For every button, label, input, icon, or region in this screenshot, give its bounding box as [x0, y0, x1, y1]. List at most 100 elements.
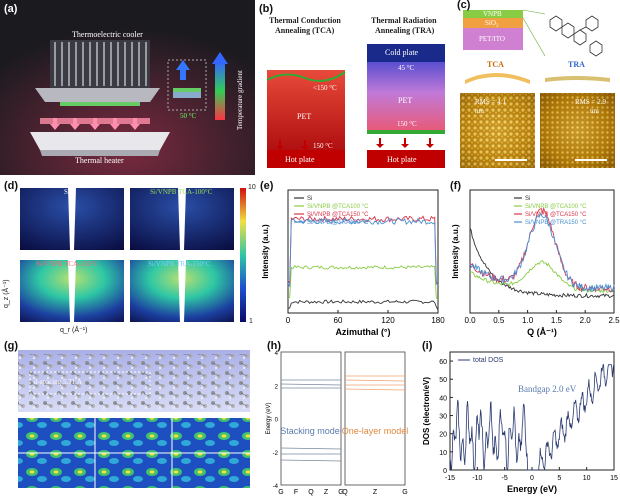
tra-cold-plate: Cold plate — [385, 48, 419, 57]
thermal-heater-block — [30, 118, 170, 156]
panel-d-giwaxs-maps — [20, 188, 246, 322]
band-line — [280, 459, 342, 462]
density-of-states-chart: -15 -10 -5 0 5 10 15 0 10 20 30 40 50 60 Energy (eV) DO… — [422, 351, 618, 494]
k-point-label: G — [278, 489, 283, 496]
x-axis-label: Energy (eV) — [507, 484, 557, 494]
y-tick-label: -2 — [273, 451, 279, 457]
y-tick-label: 4 — [275, 351, 279, 357]
y-axis-label: Intensity (a.u.) — [261, 224, 270, 279]
y-tick-label: 2 — [275, 384, 279, 390]
panel-b: (b) Thermal Conduction Annealing (TCA) T… — [255, 0, 455, 175]
tra-hot-plate: Hot plate — [387, 155, 417, 164]
tca-hot-plate: Hot plate — [285, 155, 315, 164]
molecular-stacking-render — [18, 350, 250, 488]
heat-flow-arrows — [50, 118, 140, 130]
layer-pet-ito: PET/ITO — [479, 35, 505, 43]
dos-series-line — [449, 364, 615, 472]
panel-i: -15 -10 -5 0 5 10 15 0 10 20 30 40 50 60 Energy (eV) DO… — [418, 340, 620, 500]
x-tick-label: 0.0 — [464, 316, 476, 325]
tca-title-1: Thermal Conduction — [269, 16, 341, 25]
legend-label-1: Si/VNPB @TCA100 °C — [307, 204, 369, 210]
band-line — [344, 388, 406, 391]
giwaxs-tca150-title: Si/VNPB TCA-150°C — [36, 260, 99, 268]
x-axis-label: Azimuthal (°) — [335, 327, 390, 337]
y-tick-label: 60 — [439, 359, 447, 366]
band-structure-chart: G F Q Z G Stacking model Q Z G One-layer model -4 -… — [266, 351, 409, 496]
panel-b-illustration — [266, 44, 445, 168]
k-point-label: G — [402, 489, 407, 496]
y-axis-label: Energy (eV) — [266, 402, 272, 434]
tra-film-label: TRA — [568, 60, 585, 69]
x-tick-label: 0.5 — [493, 316, 505, 325]
x-tick-label: 0 — [286, 316, 291, 325]
y-tick-label: 10 — [439, 450, 447, 457]
k-point-label: F — [294, 489, 298, 496]
x-tick-label: -5 — [502, 475, 508, 482]
tca-top-temp: <150 °C — [313, 84, 337, 92]
gradient-label: Temperature gradient — [236, 70, 244, 130]
plot-frame — [287, 189, 439, 314]
panel-g-label: (g) — [4, 340, 19, 352]
panel-b-label: (b) — [259, 3, 274, 15]
rms-tra-unit: nm — [590, 107, 599, 115]
k-point-label: Q — [342, 489, 348, 496]
band-line — [344, 379, 406, 382]
plot-frame — [469, 189, 615, 314]
panel-c-label: (c) — [457, 0, 471, 11]
tra-title-1: Thermal Radiation — [371, 16, 437, 25]
x-tick-label: 180 — [431, 316, 445, 325]
temp-label: 50 °C — [180, 112, 197, 120]
thermoelectric-cooler-fins — [35, 40, 160, 106]
giwaxs-tca100-title: Si/VNPB TCA-100°C — [150, 188, 213, 196]
legend-label-2: Si/VNPB @TCA150 °C — [525, 212, 587, 218]
y-tick-label: 20 — [439, 432, 447, 439]
panel-g: (g) d-spacing 5.71 Å — [0, 340, 265, 500]
panel-i-label: (i) — [422, 340, 433, 352]
x-tick-label: 10 — [583, 475, 591, 482]
x-tick-label: 60 — [334, 316, 343, 325]
heater-label: Thermal heater — [75, 156, 124, 165]
bandgap-annotation: Bandgap 2.0 eV — [518, 384, 577, 394]
k-point-label: Q — [308, 489, 314, 496]
k-point-label: G — [338, 489, 343, 496]
x-tick-label: 15 — [610, 475, 618, 482]
panel-a-label: (a) — [4, 3, 18, 15]
panel-e: 0 60 120 180 Azimuthal (°) Intensity (a.u.) Si… — [258, 178, 448, 340]
panel-f-label: (f) — [450, 180, 461, 192]
giwaxs-si-title: Si — [64, 188, 70, 196]
legend-label-3: Si/VNPB @TRA150 °C — [525, 220, 587, 226]
series-line-0 — [287, 299, 439, 311]
d-spacing-label: d-spacing 5.71 Å — [34, 378, 83, 386]
panel-e-label: (e) — [260, 180, 274, 192]
panel-a: (a) Thermoelectric cooler Thermal heater… — [0, 0, 255, 175]
legend-label: total DOS — [473, 357, 504, 364]
y-tick-label: 0 — [443, 468, 447, 475]
x-tick-label: 2.0 — [580, 316, 592, 325]
panel-d: (d) Si Si/VNPB TCA-100°C Si/VNPB TCA-150… — [0, 178, 260, 338]
tra-top-temp: 45 °C — [398, 64, 415, 72]
y-axis-label: DOS (electron/eV) — [422, 377, 431, 445]
giwaxs-ylabel: q_z (Å⁻¹) — [3, 279, 10, 308]
y-tick-label: 30 — [439, 414, 447, 421]
series-line-3 — [287, 217, 439, 288]
legend-label-0: Si — [307, 196, 312, 202]
band-model-title: One-layer model — [342, 426, 409, 436]
rms-tca: RMS = 4.1 — [475, 98, 506, 106]
k-point-label: Z — [324, 489, 329, 496]
q-intensity-chart: 0.0 0.5 1.0 1.5 2.0 2.5 Q (Å⁻¹) Intensity (a.u.… — [451, 189, 620, 337]
series-line-2 — [287, 215, 439, 285]
panel-d-label: (d) — [4, 180, 19, 192]
x-tick-label: 120 — [381, 316, 395, 325]
legend-label-1: Si/VNPB @TCA100 °C — [525, 204, 587, 210]
band-frame-0 — [280, 351, 342, 486]
tra-bottom-temp: 150 °C — [397, 120, 417, 128]
tca-bottom-temp: 150 °C — [313, 142, 333, 150]
azimuthal-intensity-chart: 0 60 120 180 Azimuthal (°) Intensity (a.u.) Si… — [261, 189, 445, 337]
giwaxs-xlabel: q_r (Å⁻¹) — [60, 327, 88, 334]
band-line — [280, 447, 342, 450]
panel-c: (c) VNPB SiO₂ PET/ITO TCA TRA RMS = 4.1 … — [455, 0, 620, 175]
cooler-label: Thermoelectric cooler — [72, 30, 143, 39]
series-line-3 — [469, 212, 615, 293]
x-tick-label: 2.5 — [608, 316, 620, 325]
band-line — [280, 383, 342, 386]
